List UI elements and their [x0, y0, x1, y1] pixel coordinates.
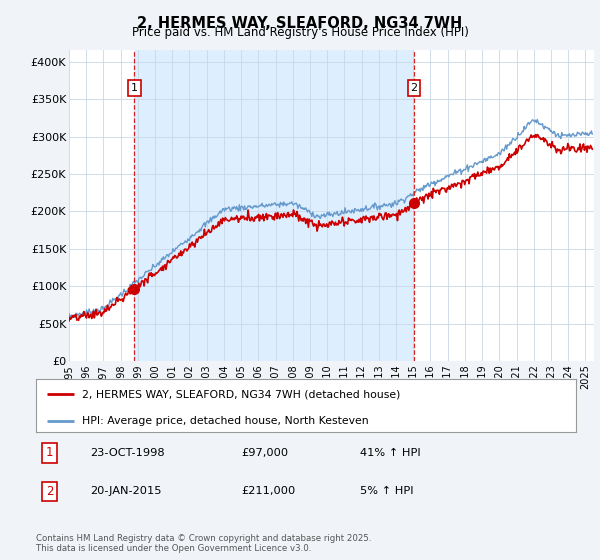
- Text: Contains HM Land Registry data © Crown copyright and database right 2025.
This d: Contains HM Land Registry data © Crown c…: [36, 534, 371, 553]
- Text: 2: 2: [46, 485, 53, 498]
- Text: £97,000: £97,000: [241, 448, 289, 458]
- Text: 2: 2: [410, 83, 418, 93]
- Text: 1: 1: [131, 83, 138, 93]
- Text: Price paid vs. HM Land Registry's House Price Index (HPI): Price paid vs. HM Land Registry's House …: [131, 26, 469, 39]
- Text: 5% ↑ HPI: 5% ↑ HPI: [360, 487, 413, 496]
- Text: 1: 1: [46, 446, 53, 459]
- Text: 23-OCT-1998: 23-OCT-1998: [90, 448, 164, 458]
- Text: 41% ↑ HPI: 41% ↑ HPI: [360, 448, 421, 458]
- Bar: [134, 50, 414, 361]
- Text: 2, HERMES WAY, SLEAFORD, NG34 7WH (detached house): 2, HERMES WAY, SLEAFORD, NG34 7WH (detac…: [82, 389, 400, 399]
- Text: HPI: Average price, detached house, North Kesteven: HPI: Average price, detached house, Nort…: [82, 416, 368, 426]
- Text: £211,000: £211,000: [241, 487, 295, 496]
- Text: 20-JAN-2015: 20-JAN-2015: [90, 487, 161, 496]
- Text: 2, HERMES WAY, SLEAFORD, NG34 7WH: 2, HERMES WAY, SLEAFORD, NG34 7WH: [137, 16, 463, 31]
